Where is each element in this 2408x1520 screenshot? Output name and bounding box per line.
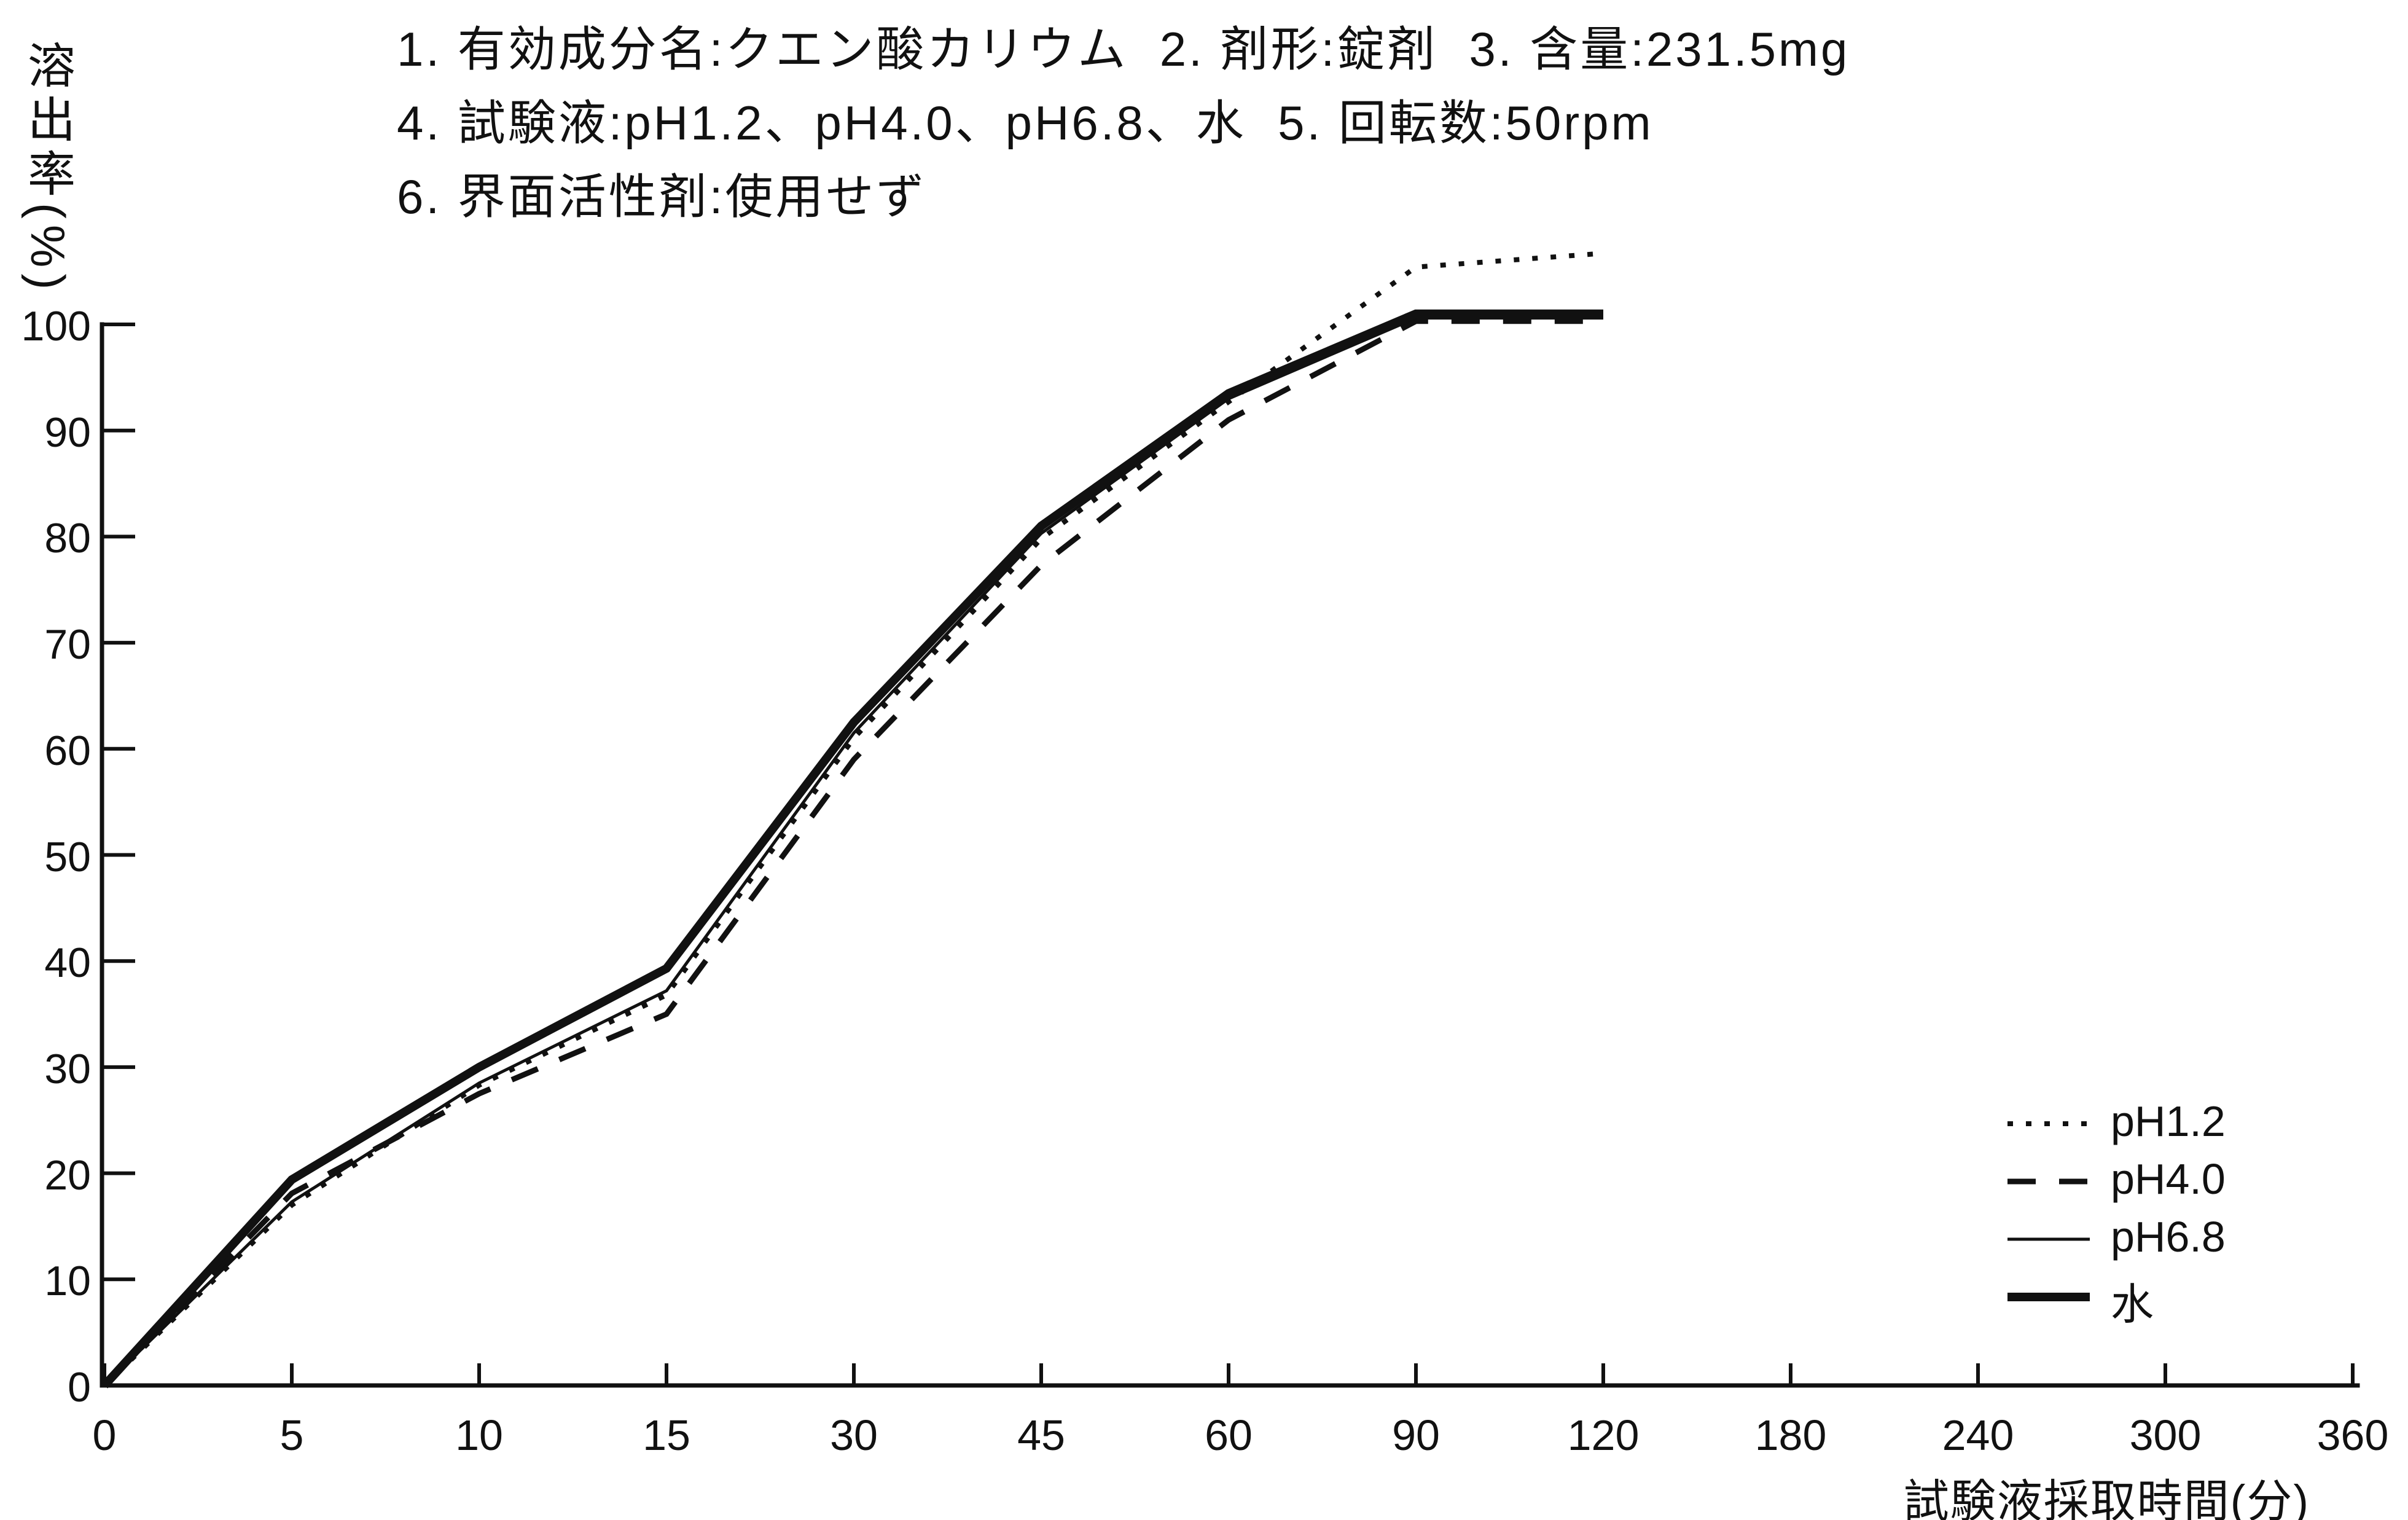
header-line-2: 4. 試験液:pH1.2、pH4.0、pH6.8、水 5. 回転数:50rpm (397, 96, 1654, 150)
y-tick-label-70: 70 (44, 621, 91, 668)
axes-lines (100, 322, 2360, 1388)
y-tick-label-80: 80 (44, 515, 91, 562)
y-tick-label-10: 10 (44, 1258, 91, 1305)
y-tick-label-0: 0 (68, 1364, 91, 1411)
x-tick-label-240: 240 (1942, 1411, 2014, 1459)
y-tick-label-100: 100 (21, 303, 91, 350)
legend-label-水: 水 (2111, 1280, 2154, 1328)
y-tick-label-50: 50 (44, 833, 91, 880)
y-tick-label-60: 60 (44, 727, 91, 774)
x-tick-label-15: 15 (643, 1411, 690, 1459)
x-tick-label-0: 0 (92, 1411, 117, 1459)
x-tick-label-300: 300 (2129, 1411, 2202, 1459)
y-axis-title: 溶出率(%) (21, 41, 75, 296)
x-tick-label-10: 10 (455, 1411, 503, 1459)
legend-label-pH4.0: pH4.0 (2111, 1155, 2226, 1203)
header-line-3: 6. 界面活性剤:使用せず (397, 170, 927, 224)
x-tick-label-120: 120 (1567, 1411, 1640, 1459)
x-tick-label-360: 360 (2316, 1411, 2389, 1459)
x-tick-label-45: 45 (1017, 1411, 1065, 1459)
x-tick-label-30: 30 (830, 1411, 878, 1459)
x-tick-label-60: 60 (1205, 1411, 1253, 1459)
series-line-pH4.0 (102, 318, 1603, 1388)
x-axis-title: 試験液採取時間(分) (1903, 1476, 2310, 1520)
y-tick-label-90: 90 (44, 409, 91, 456)
series-line-pH6.8 (103, 316, 1603, 1387)
header-line-1: 1. 有効成分名:クエン酸カリウム 2. 剤形:錠剤 3. 含量:231.5mg (397, 22, 1850, 76)
legend-label-pH6.8: pH6.8 (2111, 1213, 2226, 1261)
y-tick-label-20: 20 (44, 1151, 91, 1199)
y-tick-label-40: 40 (44, 939, 91, 987)
x-tick-label-180: 180 (1754, 1411, 1827, 1459)
x-tick-label-5: 5 (280, 1411, 304, 1459)
series-line-水 (101, 309, 1603, 1389)
y-tick-label-30: 30 (44, 1045, 91, 1092)
x-tick-label-90: 90 (1392, 1411, 1440, 1459)
legend-label-pH1.2: pH1.2 (2111, 1097, 2226, 1145)
series-line-pH1.2 (103, 251, 1604, 1387)
